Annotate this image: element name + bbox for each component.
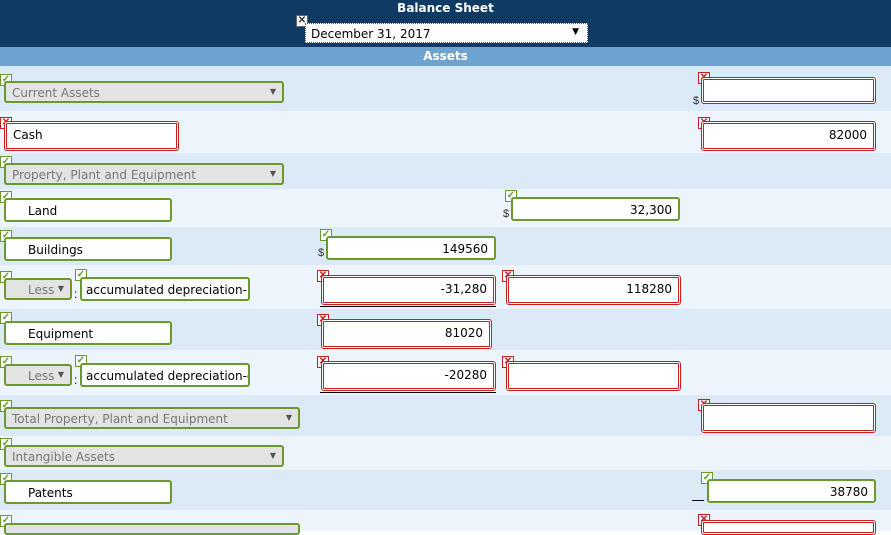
- equipment-value-input[interactable]: 81020: [321, 319, 492, 349]
- row-cash: ✕ Cash ✕ 82000: [0, 111, 891, 153]
- colon-separator: :: [74, 373, 78, 387]
- section-header-assets: Assets: [0, 47, 891, 66]
- colon-separator: :: [74, 287, 78, 301]
- dollar-sign: $: [503, 208, 510, 220]
- date-select-value: December 31, 2017: [311, 27, 431, 41]
- chevron-down-icon: ▼: [57, 370, 64, 379]
- row-current-assets: ✓ Current Assets ▼ ✕ $: [0, 66, 891, 111]
- land-label-input[interactable]: Land: [4, 198, 172, 222]
- select-label: Less: [28, 369, 55, 383]
- current-assets-total-input[interactable]: [701, 77, 876, 104]
- ppe-select[interactable]: Property, Plant and Equipment ▼: [4, 163, 284, 185]
- select-label: Less: [28, 283, 55, 297]
- patents-value-input[interactable]: 38780: [707, 479, 876, 503]
- row-buildings: ✓ Buildings ✓ $ 149560: [0, 227, 891, 265]
- total-ppe-select[interactable]: Total Property, Plant and Equipment ▼: [4, 407, 300, 429]
- chevron-down-icon: ▼: [57, 284, 64, 293]
- select-label: Property, Plant and Equipment: [12, 168, 196, 182]
- row-less-depreciation-buildings: ✓ Less ▼ : ✓ accumulated depreciation-l …: [0, 265, 891, 309]
- partial-value-input[interactable]: [701, 520, 876, 535]
- date-select[interactable]: December 31, 2017 ▼: [305, 23, 588, 43]
- row-intangible-assets: ✓ Intangible Assets ▼: [0, 436, 891, 470]
- row-total-ppe: ✓ Total Property, Plant and Equipment ▼ …: [0, 395, 891, 436]
- chevron-down-icon: ▼: [269, 451, 276, 460]
- depreciation-buildings-value-input[interactable]: -31,280: [321, 275, 496, 305]
- header-bar: Balance Sheet ✕ December 31, 2017 ▼: [0, 0, 891, 47]
- row-patents: ✓ Patents ✓ 38780: [0, 470, 891, 510]
- buildings-net-input[interactable]: 118280: [506, 275, 681, 305]
- chevron-down-icon: ▼: [572, 27, 579, 37]
- chevron-down-icon: ▼: [285, 413, 292, 422]
- dollar-sign: $: [318, 247, 325, 259]
- depreciation-buildings-label-input[interactable]: accumulated depreciation-l: [80, 277, 250, 301]
- chevron-down-icon: ▼: [269, 169, 276, 178]
- select-label: Total Property, Plant and Equipment: [12, 412, 228, 426]
- depreciation-equipment-value-input[interactable]: -20280: [321, 361, 496, 391]
- buildings-value-input[interactable]: 149560: [326, 236, 496, 260]
- equipment-label-input[interactable]: Equipment: [4, 321, 172, 345]
- land-value-input[interactable]: 32,300: [511, 197, 680, 221]
- cash-label-input[interactable]: Cash: [4, 121, 179, 151]
- less-select[interactable]: Less ▼: [4, 364, 72, 386]
- current-assets-select[interactable]: Current Assets ▼: [4, 81, 284, 103]
- underline: [692, 500, 704, 501]
- buildings-label-input[interactable]: Buildings: [4, 237, 172, 261]
- partial-select[interactable]: [4, 523, 300, 535]
- select-label: Intangible Assets: [12, 450, 115, 464]
- page-title: Balance Sheet: [397, 1, 494, 15]
- underline: [320, 306, 496, 307]
- row-less-depreciation-equipment: ✓ Less ▼ : ✓ accumulated depreciation-e …: [0, 350, 891, 395]
- patents-label-input[interactable]: Patents: [4, 480, 172, 504]
- total-ppe-value-input[interactable]: [701, 403, 876, 433]
- dollar-sign: $: [693, 95, 700, 107]
- depreciation-equipment-label-input[interactable]: accumulated depreciation-e: [80, 363, 250, 387]
- chevron-down-icon: ▼: [269, 87, 276, 96]
- less-select[interactable]: Less ▼: [4, 278, 72, 300]
- equipment-net-input[interactable]: [506, 361, 681, 391]
- underline: [320, 392, 496, 393]
- row-land: ✓ Land ✓ $ 32,300: [0, 189, 891, 227]
- row-partial: ✓ ✕: [0, 510, 891, 535]
- cash-value-input[interactable]: 82000: [701, 121, 876, 151]
- row-ppe: ✓ Property, Plant and Equipment ▼: [0, 153, 891, 189]
- select-label: Current Assets: [12, 86, 100, 100]
- intangible-assets-select[interactable]: Intangible Assets ▼: [4, 445, 284, 467]
- row-equipment: ✓ Equipment ✕ 81020: [0, 309, 891, 350]
